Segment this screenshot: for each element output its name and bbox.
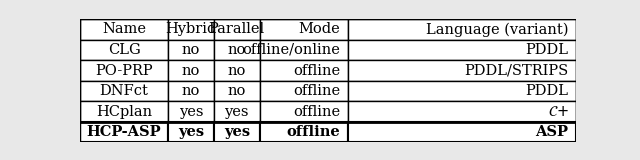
FancyBboxPatch shape bbox=[260, 40, 348, 60]
FancyBboxPatch shape bbox=[168, 60, 214, 81]
Text: no: no bbox=[228, 43, 246, 57]
Text: Hybrid: Hybrid bbox=[165, 22, 217, 36]
Text: ASP: ASP bbox=[536, 125, 568, 139]
FancyBboxPatch shape bbox=[348, 81, 576, 101]
FancyBboxPatch shape bbox=[168, 40, 214, 60]
FancyBboxPatch shape bbox=[168, 19, 214, 40]
FancyBboxPatch shape bbox=[80, 122, 168, 142]
FancyBboxPatch shape bbox=[168, 81, 214, 101]
FancyBboxPatch shape bbox=[260, 19, 348, 40]
FancyBboxPatch shape bbox=[168, 122, 214, 142]
Text: PDDL: PDDL bbox=[525, 43, 568, 57]
FancyBboxPatch shape bbox=[80, 101, 168, 122]
FancyBboxPatch shape bbox=[80, 40, 168, 60]
Text: offline/online: offline/online bbox=[243, 43, 340, 57]
Text: offline: offline bbox=[287, 125, 340, 139]
FancyBboxPatch shape bbox=[348, 40, 576, 60]
Text: $\mathcal{C}$+: $\mathcal{C}$+ bbox=[548, 104, 568, 119]
FancyBboxPatch shape bbox=[168, 101, 214, 122]
Text: yes: yes bbox=[179, 105, 204, 119]
Text: Language (variant): Language (variant) bbox=[426, 22, 568, 37]
FancyBboxPatch shape bbox=[214, 101, 260, 122]
Text: PDDL/STRIPS: PDDL/STRIPS bbox=[464, 64, 568, 78]
Text: no: no bbox=[182, 64, 200, 78]
Text: CLG: CLG bbox=[108, 43, 141, 57]
FancyBboxPatch shape bbox=[214, 122, 260, 142]
Text: PDDL: PDDL bbox=[525, 84, 568, 98]
FancyBboxPatch shape bbox=[214, 60, 260, 81]
Text: no: no bbox=[228, 64, 246, 78]
FancyBboxPatch shape bbox=[80, 81, 168, 101]
FancyBboxPatch shape bbox=[260, 81, 348, 101]
FancyBboxPatch shape bbox=[80, 60, 168, 81]
Text: HCplan: HCplan bbox=[96, 105, 152, 119]
FancyBboxPatch shape bbox=[80, 19, 168, 40]
FancyBboxPatch shape bbox=[260, 101, 348, 122]
Text: no: no bbox=[182, 43, 200, 57]
FancyBboxPatch shape bbox=[260, 122, 348, 142]
FancyBboxPatch shape bbox=[260, 60, 348, 81]
Text: no: no bbox=[182, 84, 200, 98]
Text: Mode: Mode bbox=[299, 22, 340, 36]
Text: Name: Name bbox=[102, 22, 146, 36]
Text: offline: offline bbox=[293, 105, 340, 119]
Text: Parallel: Parallel bbox=[209, 22, 265, 36]
FancyBboxPatch shape bbox=[214, 19, 260, 40]
Text: yes: yes bbox=[178, 125, 204, 139]
FancyBboxPatch shape bbox=[348, 101, 576, 122]
FancyBboxPatch shape bbox=[348, 122, 576, 142]
FancyBboxPatch shape bbox=[348, 19, 576, 40]
Text: PO-PRP: PO-PRP bbox=[95, 64, 153, 78]
Text: offline: offline bbox=[293, 64, 340, 78]
FancyBboxPatch shape bbox=[214, 81, 260, 101]
Text: yes: yes bbox=[223, 125, 250, 139]
Text: no: no bbox=[228, 84, 246, 98]
Text: HCP-ASP: HCP-ASP bbox=[87, 125, 161, 139]
Text: offline: offline bbox=[293, 84, 340, 98]
Text: DNFct: DNFct bbox=[100, 84, 148, 98]
Text: yes: yes bbox=[225, 105, 249, 119]
FancyBboxPatch shape bbox=[214, 40, 260, 60]
FancyBboxPatch shape bbox=[348, 60, 576, 81]
